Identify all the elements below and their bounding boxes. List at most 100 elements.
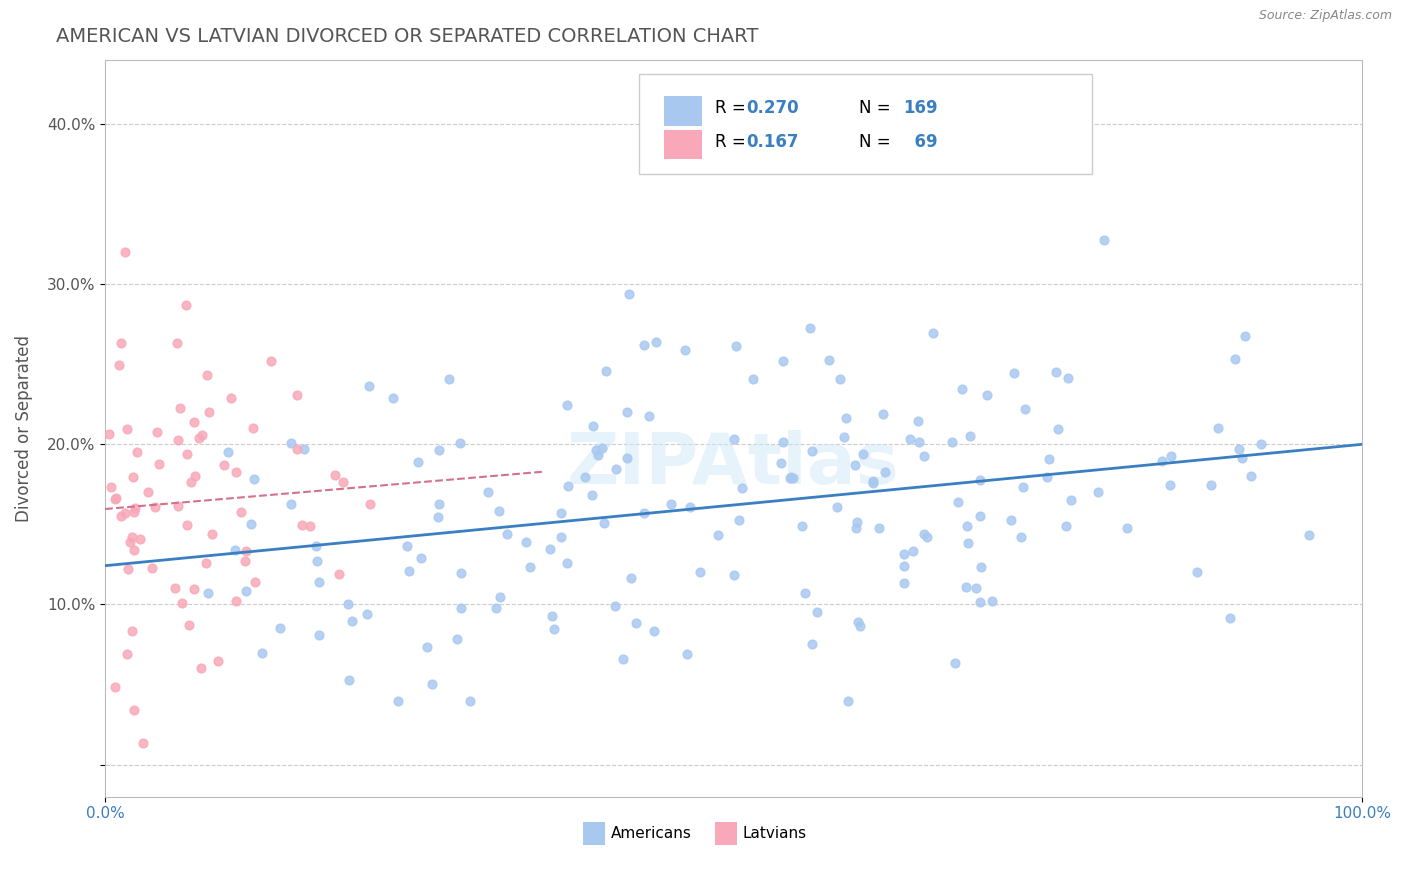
Point xyxy=(104,491,127,506)
Point xyxy=(117,647,139,661)
Point xyxy=(956,518,979,533)
Point xyxy=(148,457,170,471)
Point xyxy=(450,601,472,615)
Point xyxy=(323,468,346,483)
Point xyxy=(616,450,638,465)
Point xyxy=(912,449,935,463)
Point xyxy=(582,419,605,434)
Point xyxy=(1038,451,1060,466)
Point xyxy=(174,298,197,312)
Point xyxy=(105,491,128,505)
Point xyxy=(844,458,866,472)
Point xyxy=(114,507,136,521)
Point xyxy=(941,434,963,449)
Point xyxy=(307,554,329,568)
Point xyxy=(243,472,266,486)
Point xyxy=(806,605,828,619)
Text: 169: 169 xyxy=(903,98,938,117)
Point xyxy=(540,608,562,623)
Point xyxy=(585,442,607,457)
Point xyxy=(673,343,696,357)
Point xyxy=(235,584,257,599)
Point xyxy=(830,371,852,385)
Point xyxy=(167,433,190,447)
Point xyxy=(124,703,146,717)
Point xyxy=(595,364,617,378)
Point xyxy=(108,358,131,372)
Point xyxy=(868,521,890,535)
Point xyxy=(280,436,302,450)
Point xyxy=(959,429,981,443)
Point xyxy=(411,551,433,566)
Point xyxy=(872,407,894,421)
Point xyxy=(179,617,201,632)
Point xyxy=(550,507,572,521)
Point xyxy=(965,582,987,596)
Point xyxy=(689,565,711,579)
Point xyxy=(292,442,315,457)
Point xyxy=(593,516,616,530)
Point xyxy=(914,526,936,541)
Text: AMERICAN VS LATVIAN DIVORCED OR SEPARATED CORRELATION CHART: AMERICAN VS LATVIAN DIVORCED OR SEPARATE… xyxy=(56,27,759,45)
Text: N =: N = xyxy=(859,133,896,151)
Point xyxy=(117,561,139,575)
Point xyxy=(780,469,803,483)
Point xyxy=(707,527,730,541)
Point xyxy=(969,474,991,488)
Point xyxy=(1012,480,1035,494)
Point xyxy=(485,600,508,615)
Point xyxy=(724,338,747,352)
Point xyxy=(1185,565,1208,579)
Point xyxy=(1298,528,1320,542)
Text: 69: 69 xyxy=(903,133,938,151)
Point xyxy=(359,378,381,392)
Point xyxy=(852,446,875,460)
Point xyxy=(197,368,219,383)
Point xyxy=(143,500,166,515)
Point xyxy=(176,517,198,532)
Point xyxy=(291,518,314,533)
Point xyxy=(818,352,841,367)
Point xyxy=(543,622,565,636)
Point xyxy=(332,475,354,489)
Point xyxy=(723,432,745,446)
Point xyxy=(183,416,205,430)
Point xyxy=(184,468,207,483)
Point xyxy=(922,326,945,340)
Point xyxy=(723,568,745,582)
Point xyxy=(337,673,360,688)
Point xyxy=(862,475,884,490)
Point xyxy=(550,530,572,544)
Point xyxy=(225,465,247,479)
Point xyxy=(845,515,868,529)
Point xyxy=(1014,401,1036,416)
Text: ZIPAtlas: ZIPAtlas xyxy=(567,431,900,500)
Point xyxy=(1035,470,1057,484)
Point xyxy=(243,575,266,590)
Point xyxy=(197,586,219,600)
Point xyxy=(458,693,481,707)
Point xyxy=(198,405,221,419)
Text: Americans: Americans xyxy=(610,826,692,841)
Point xyxy=(165,582,187,596)
Point xyxy=(190,427,212,442)
Bar xyxy=(714,822,737,845)
Point xyxy=(190,661,212,675)
Bar xyxy=(582,822,606,845)
Point xyxy=(893,547,915,561)
Point xyxy=(166,336,188,351)
Point xyxy=(298,519,321,533)
Point xyxy=(1160,450,1182,464)
Point xyxy=(519,559,541,574)
Point xyxy=(239,516,262,531)
Point xyxy=(538,541,561,556)
Point xyxy=(328,567,350,582)
Point xyxy=(427,497,450,511)
Point xyxy=(948,495,970,509)
Point xyxy=(336,598,359,612)
Point xyxy=(305,539,328,553)
Point xyxy=(619,287,641,301)
Point xyxy=(1000,513,1022,527)
Text: R =: R = xyxy=(714,98,751,117)
Point xyxy=(219,391,242,405)
